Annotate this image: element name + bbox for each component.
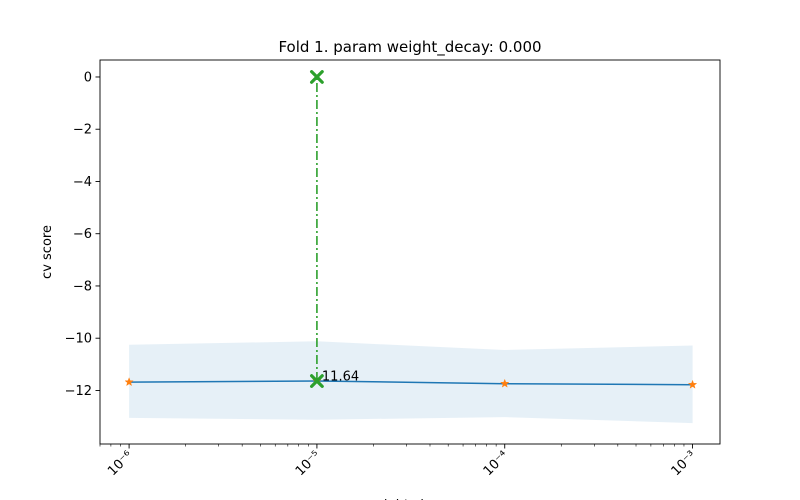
y-tick-label: −8 bbox=[73, 279, 92, 294]
y-axis-label: cv score bbox=[40, 225, 55, 279]
x-axis-label: weight_decay bbox=[365, 498, 455, 500]
best-top-x-marker bbox=[310, 70, 324, 84]
star-marker bbox=[500, 378, 510, 388]
chart-title: Fold 1. param weight_decay: 0.000 bbox=[278, 38, 541, 57]
best-point-x-marker bbox=[310, 374, 324, 388]
y-tick-label: −6 bbox=[73, 227, 92, 242]
star-marker bbox=[687, 379, 698, 389]
star-marker bbox=[124, 377, 134, 387]
y-tick-label: −2 bbox=[73, 123, 92, 138]
y-tick-label: −4 bbox=[73, 175, 92, 190]
best-value-label: 11.64 bbox=[322, 370, 359, 385]
axes-frame bbox=[99, 59, 721, 445]
y-tick-label: 0 bbox=[84, 70, 92, 85]
y-tick-label: −12 bbox=[65, 384, 92, 399]
series-line bbox=[129, 380, 693, 386]
y-tick-label: −10 bbox=[65, 332, 92, 347]
